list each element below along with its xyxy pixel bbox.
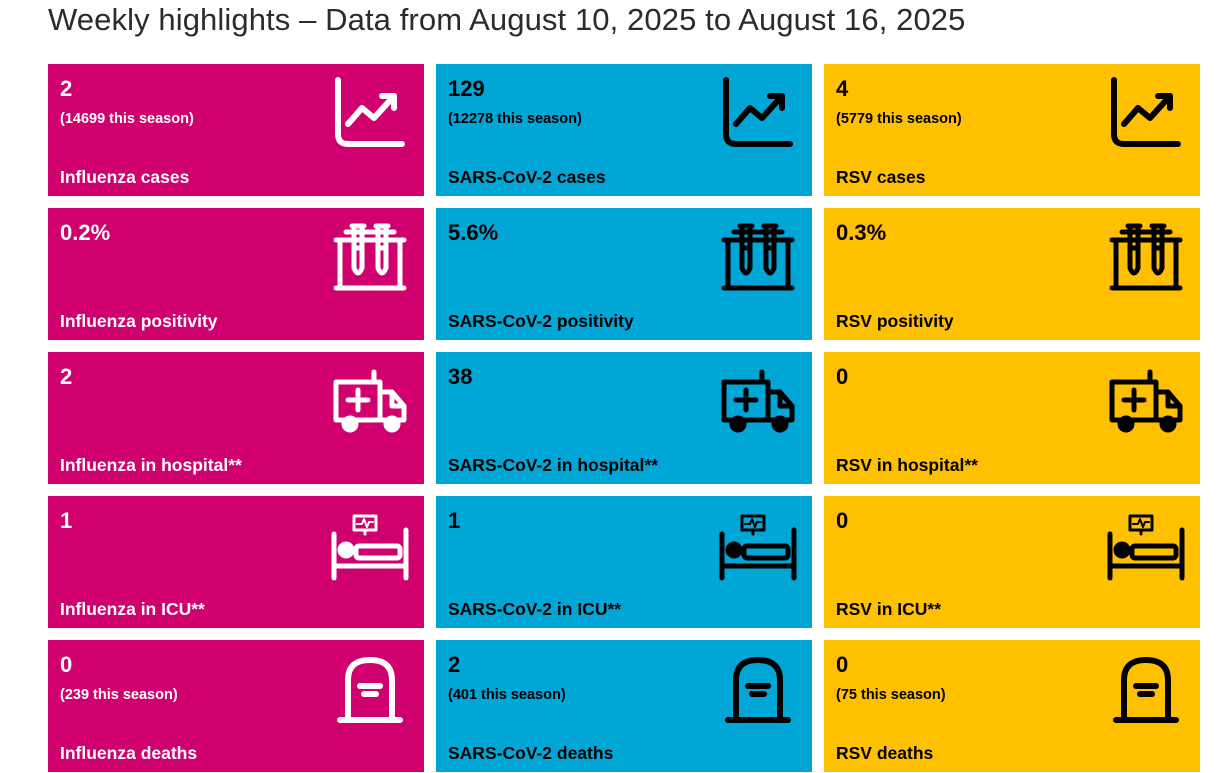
tile-label: RSV in ICU**	[836, 599, 942, 619]
ambulance-icon	[330, 362, 410, 442]
tile-value: 38	[448, 364, 473, 389]
line-chart-icon	[1106, 74, 1186, 154]
line-chart-icon	[330, 74, 410, 154]
tile-label: Influenza positivity	[60, 311, 218, 331]
sars-cov-2-cases-tile: 129 (12278 this season) SARS-CoV-2 cases	[436, 64, 812, 196]
tile-label: Influenza cases	[60, 167, 190, 187]
tile-value: 0	[836, 508, 849, 533]
tombstone-icon	[330, 650, 410, 730]
hospital-bed-icon	[330, 506, 410, 586]
influenza-positivity-tile: 0.2% Influenza positivity	[48, 208, 424, 340]
tile-value: 4	[836, 76, 849, 101]
highlights-grid: 2 (14699 this season) Influenza cases 12…	[48, 64, 1200, 772]
influenza-icu-tile: 1 Influenza in ICU**	[48, 496, 424, 628]
rsv-deaths-tile: 0 (75 this season) RSV deaths	[824, 640, 1200, 772]
ambulance-icon	[718, 362, 798, 442]
tile-label: RSV cases	[836, 167, 926, 187]
rsv-cases-tile: 4 (5779 this season) RSV cases	[824, 64, 1200, 196]
sars-cov-2-hospital-tile: 38 SARS-CoV-2 in hospital**	[436, 352, 812, 484]
tile-season-total: (14699 this season)	[60, 111, 194, 127]
tile-value: 2	[60, 76, 73, 101]
sars-cov-2-deaths-tile: 2 (401 this season) SARS-CoV-2 deaths	[436, 640, 812, 772]
tombstone-icon	[1106, 650, 1186, 730]
test-tubes-icon	[718, 218, 798, 298]
tile-value: 0.2%	[60, 220, 111, 245]
tile-value: 0.3%	[836, 220, 887, 245]
ambulance-icon	[1106, 362, 1186, 442]
tile-season-total: (75 this season)	[836, 687, 946, 703]
rsv-icu-tile: 0 RSV in ICU**	[824, 496, 1200, 628]
rsv-hospital-tile: 0 RSV in hospital**	[824, 352, 1200, 484]
tile-value: 0	[836, 652, 849, 677]
tile-value: 1	[60, 508, 73, 533]
tile-label: RSV in hospital**	[836, 455, 978, 475]
tile-label: RSV positivity	[836, 311, 954, 331]
influenza-cases-tile: 2 (14699 this season) Influenza cases	[48, 64, 424, 196]
tile-season-total: (401 this season)	[448, 687, 566, 703]
tile-label: SARS-CoV-2 in hospital**	[448, 455, 659, 475]
tile-label: Influenza in ICU**	[60, 599, 205, 619]
page-title: Weekly highlights – Data from August 10,…	[48, 2, 966, 37]
tile-value: 129	[448, 76, 485, 101]
test-tubes-icon	[330, 218, 410, 298]
tile-value: 2	[60, 364, 73, 389]
tile-label: SARS-CoV-2 deaths	[448, 743, 614, 763]
tile-label: SARS-CoV-2 in ICU**	[448, 599, 622, 619]
tile-label: Influenza in hospital**	[60, 455, 242, 475]
sars-cov-2-positivity-tile: 5.6% SARS-CoV-2 positivity	[436, 208, 812, 340]
tile-value: 0	[836, 364, 849, 389]
rsv-positivity-tile: 0.3% RSV positivity	[824, 208, 1200, 340]
line-chart-icon	[718, 74, 798, 154]
tile-value: 1	[448, 508, 461, 533]
hospital-bed-icon	[718, 506, 798, 586]
influenza-hospital-tile: 2 Influenza in hospital**	[48, 352, 424, 484]
tile-label: Influenza deaths	[60, 743, 198, 763]
test-tubes-icon	[1106, 218, 1186, 298]
tile-label: SARS-CoV-2 positivity	[448, 311, 634, 331]
tile-value: 2	[448, 652, 461, 677]
hospital-bed-icon	[1106, 506, 1186, 586]
tile-season-total: (12278 this season)	[448, 111, 582, 127]
influenza-deaths-tile: 0 (239 this season) Influenza deaths	[48, 640, 424, 772]
tile-season-total: (5779 this season)	[836, 111, 962, 127]
tile-season-total: (239 this season)	[60, 687, 178, 703]
tile-label: SARS-CoV-2 cases	[448, 167, 606, 187]
tile-value: 0	[60, 652, 73, 677]
tile-label: RSV deaths	[836, 743, 934, 763]
tile-value: 5.6%	[448, 220, 499, 245]
tombstone-icon	[718, 650, 798, 730]
sars-cov-2-icu-tile: 1 SARS-CoV-2 in ICU**	[436, 496, 812, 628]
